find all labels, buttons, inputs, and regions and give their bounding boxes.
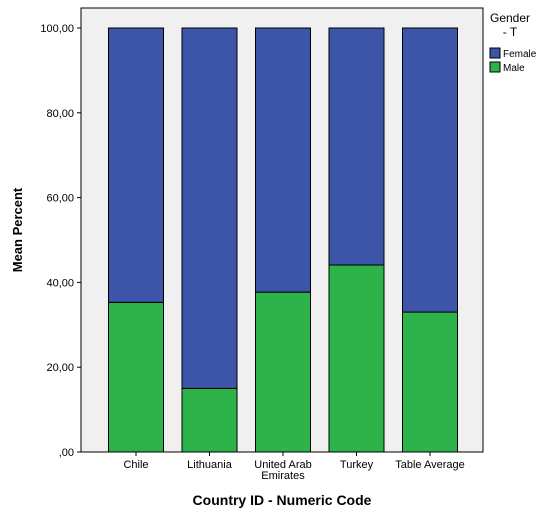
x-tick-label-3: Turkey xyxy=(340,459,374,471)
x-axis: Chile Lithuania United Arab Emirates Turkey T… xyxy=(123,452,465,482)
bar-male-3 xyxy=(328,264,385,453)
legend-swatch-male xyxy=(489,61,501,73)
bar-male-0 xyxy=(108,301,164,453)
bar-female-2 xyxy=(255,27,311,293)
bar-male-4 xyxy=(402,311,458,453)
x-axis-label: Country ID - Numeric Code xyxy=(193,492,372,508)
y-tick-label-0: ,00 xyxy=(59,447,74,459)
x-tick-label-4: Table Average xyxy=(395,459,465,471)
bar-female-1 xyxy=(181,27,238,389)
legend-label-female: Female xyxy=(503,49,537,60)
legend: Gender - T Female Male xyxy=(489,11,537,74)
x-tick-label-0: Chile xyxy=(123,459,148,471)
y-axis-label: Mean Percent xyxy=(10,187,25,272)
y-tick-label-1: 20,00 xyxy=(46,362,74,374)
bar-female-4 xyxy=(402,27,458,313)
y-tick-label-4: 80,00 xyxy=(46,108,74,120)
x-tick-label-2: United Arab Emirates xyxy=(254,459,311,482)
bar-female-0 xyxy=(108,27,164,303)
bars-group xyxy=(108,27,458,453)
y-axis: ,00 20,00 40,00 60,00 80,00 100,00 xyxy=(40,23,81,459)
legend-swatch-female xyxy=(489,47,501,59)
bar-female-3 xyxy=(328,27,385,266)
y-tick-label-5: 100,00 xyxy=(40,23,74,35)
bar-male-2 xyxy=(255,291,311,453)
legend-title: Gender - T xyxy=(490,11,530,39)
y-tick-label-2: 40,00 xyxy=(46,277,74,289)
x-tick-label-1: Lithuania xyxy=(187,459,233,471)
bar-male-1 xyxy=(181,387,238,453)
y-tick-label-3: 60,00 xyxy=(46,193,74,205)
legend-label-male: Male xyxy=(503,63,525,74)
